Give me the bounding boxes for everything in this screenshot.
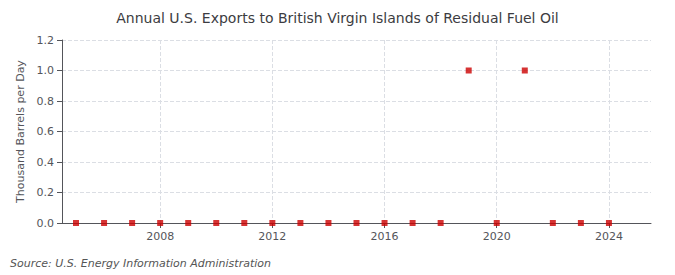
svg-text:0.6: 0.6	[37, 125, 55, 138]
svg-text:0.4: 0.4	[37, 156, 55, 169]
svg-text:1.0: 1.0	[37, 64, 55, 77]
svg-text:2024: 2024	[595, 230, 623, 243]
svg-text:2008: 2008	[146, 230, 174, 243]
svg-text:2012: 2012	[258, 230, 286, 243]
svg-text:2016: 2016	[371, 230, 399, 243]
svg-text:0.0: 0.0	[37, 217, 55, 230]
svg-text:Thousand Barrels per Day: Thousand Barrels per Day	[14, 60, 27, 204]
svg-text:Source: U.S. Energy Informatio: Source: U.S. Energy Information Administ…	[10, 257, 271, 270]
svg-text:0.2: 0.2	[37, 186, 55, 199]
svg-text:1.2: 1.2	[37, 34, 55, 47]
svg-text:2020: 2020	[483, 230, 511, 243]
svg-text:0.8: 0.8	[37, 95, 55, 108]
svg-text:Annual U.S. Exports to British: Annual U.S. Exports to British Virgin Is…	[116, 10, 559, 26]
